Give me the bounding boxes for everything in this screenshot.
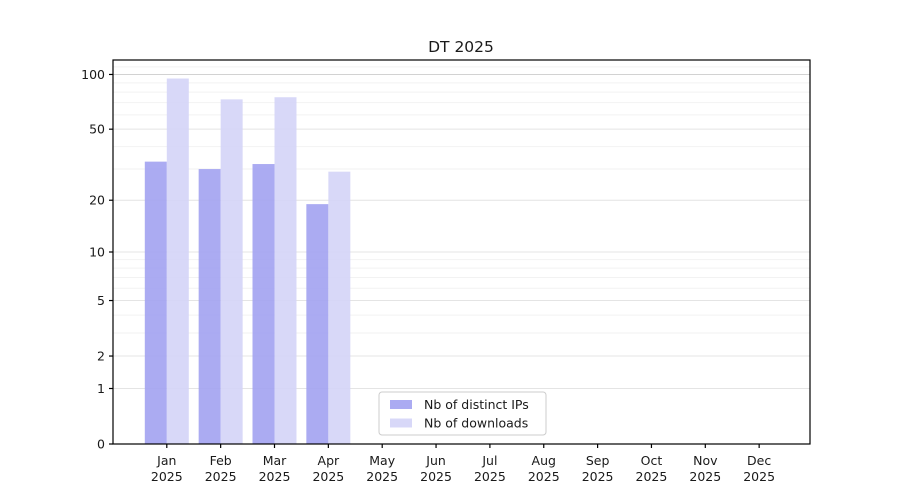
bar-distinct-ips-apr [306, 204, 329, 444]
y-tick-label: 2 [97, 349, 105, 364]
x-tick-label-nov: Nov 2025 [689, 453, 721, 484]
bar-downloads-jan [166, 78, 189, 444]
y-tick-label: 5 [97, 293, 105, 308]
x-tick-label-may: May 2025 [366, 453, 398, 484]
x-tick-label-aug: Aug 2025 [528, 453, 560, 484]
bar-downloads-feb [220, 99, 243, 445]
bar-distinct-ips-jan [144, 161, 167, 444]
x-axis: Jan 2025 Feb 2025 Mar 2025 Apr 2025 May 2025 Jun 20… [151, 444, 775, 484]
bars-group [144, 78, 351, 445]
chart-title: DT 2025 [428, 38, 494, 56]
legend-swatch-downloads [390, 418, 412, 428]
legend-box [378, 391, 547, 436]
legend-label: Nb of downloads [424, 416, 528, 431]
legend-swatch-distinct-ips [390, 400, 412, 409]
x-tick-label-apr: Apr 2025 [312, 453, 344, 484]
y-tick-label: 100 [81, 67, 105, 82]
x-tick-label-mar: Mar 2025 [259, 453, 291, 484]
x-tick-label-feb: Feb 2025 [205, 453, 237, 484]
bar-downloads-mar [274, 97, 297, 444]
x-tick-label-jan: Jan 2025 [151, 453, 183, 484]
x-tick-label-oct: Oct 2025 [636, 453, 668, 484]
legend: Nb of distinct IPs Nb of downloads [378, 391, 547, 436]
y-axis: 0 1 2 5 10 20 50 100 [81, 67, 113, 452]
x-tick-label-dec: Dec 2025 [743, 453, 775, 484]
x-tick-label-sep: Sep 2025 [582, 453, 614, 484]
y-tick-label: 0 [97, 437, 105, 452]
bar-distinct-ips-mar [252, 164, 275, 444]
x-tick-label-jun: Jun 2025 [420, 453, 452, 484]
y-tick-label: 1 [97, 381, 105, 396]
x-tick-label-jul: Jul 2025 [474, 453, 506, 484]
y-tick-label: 50 [89, 122, 105, 137]
bar-distinct-ips-feb [198, 169, 221, 444]
bar-downloads-apr [328, 171, 351, 444]
y-tick-label: 10 [89, 245, 105, 260]
legend-label: Nb of distinct IPs [424, 397, 529, 412]
y-tick-label: 20 [89, 193, 105, 208]
